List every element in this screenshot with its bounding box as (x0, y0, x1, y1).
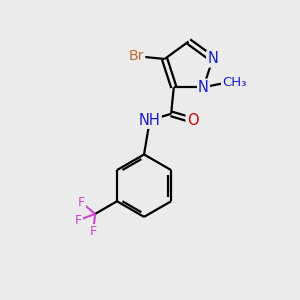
Text: F: F (78, 196, 85, 209)
Text: F: F (90, 225, 97, 238)
Text: N: N (207, 52, 218, 67)
Text: F: F (75, 214, 82, 227)
Text: N: N (198, 80, 209, 95)
Text: CH₃: CH₃ (222, 76, 246, 89)
Text: Br: Br (129, 50, 144, 64)
Text: NH: NH (139, 113, 161, 128)
Text: O: O (187, 113, 198, 128)
